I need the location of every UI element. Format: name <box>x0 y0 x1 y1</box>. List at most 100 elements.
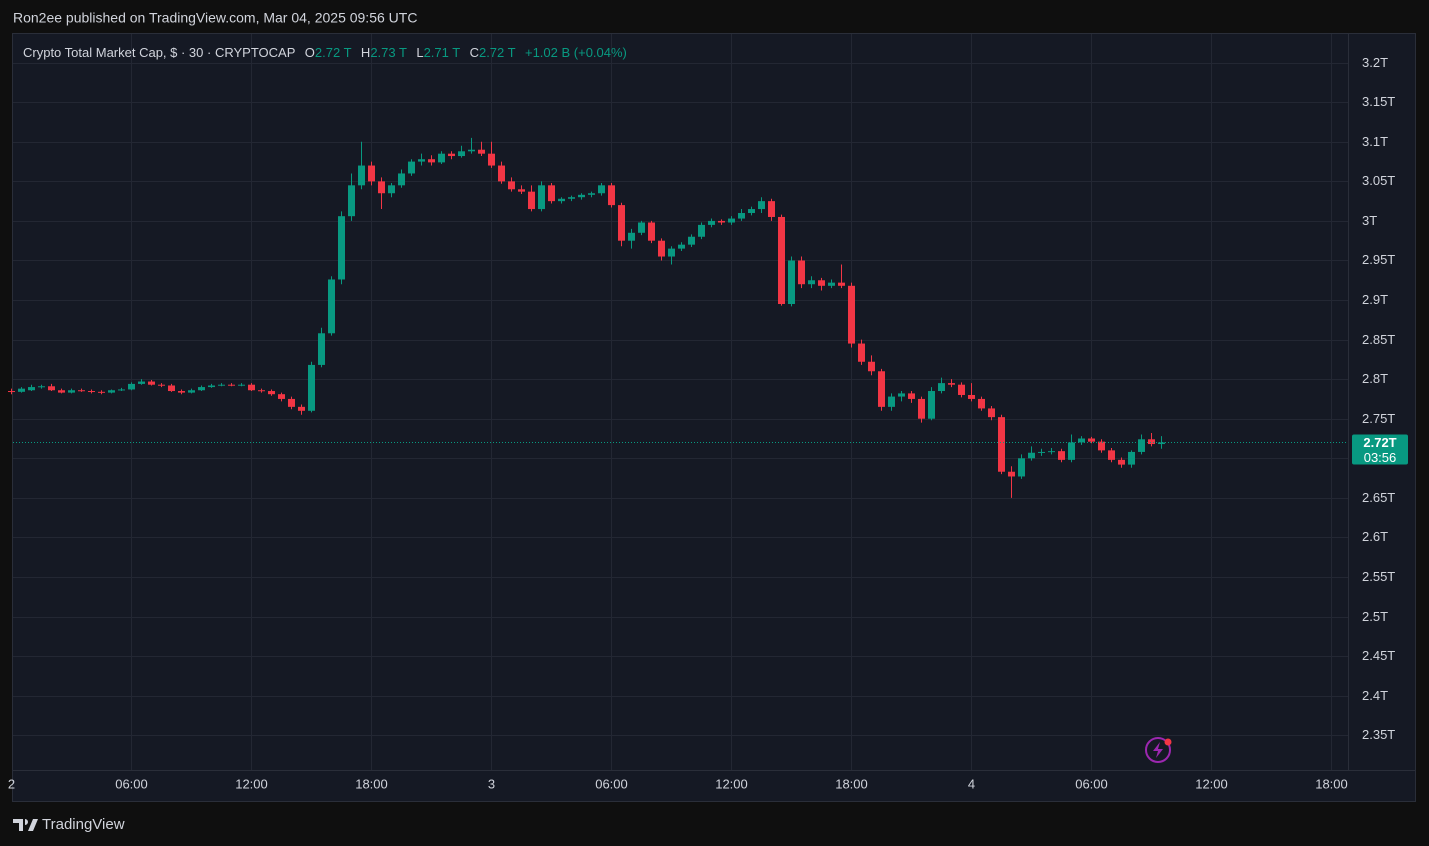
ohlc-value: 2.72 T <box>315 45 352 60</box>
candle-body <box>778 216 785 304</box>
legend: Crypto Total Market Cap, $ · 30 · CRYPTO… <box>23 45 627 60</box>
candle-body <box>938 383 945 392</box>
candle-body <box>88 391 95 393</box>
candle-body <box>578 194 585 198</box>
candle-body <box>758 201 765 210</box>
candle-body <box>1158 442 1165 445</box>
candle-body <box>898 393 905 397</box>
ohlc-key: H <box>361 45 370 60</box>
y-tick-label: 2.6T <box>1362 529 1388 544</box>
candle-body <box>1118 459 1125 465</box>
candle-body <box>118 389 125 391</box>
alert-icon[interactable] <box>1145 737 1172 763</box>
candle-body <box>298 406 305 411</box>
candle-body <box>618 205 625 241</box>
candle-body <box>138 381 145 384</box>
candle-body <box>728 218 735 223</box>
candle-body <box>508 181 515 190</box>
candle-body <box>348 185 355 217</box>
symbol: Crypto Total Market Cap, $ · 30 · CRYPTO… <box>23 45 295 60</box>
candle-body <box>968 394 975 399</box>
candle-body <box>488 153 495 166</box>
candles <box>8 137 1165 498</box>
candle-body <box>988 408 995 418</box>
candle-body <box>1058 451 1065 460</box>
candle-body <box>708 220 715 225</box>
candle-body <box>208 385 215 388</box>
candle-body <box>168 385 175 392</box>
tv-logo-mark <box>13 819 38 831</box>
last-price-label: 2.72T <box>1363 435 1396 450</box>
ohlc-value: 2.71 T <box>424 45 461 60</box>
y-tick-label: 2.55T <box>1362 569 1395 584</box>
candle-body <box>908 393 915 399</box>
candle-body <box>398 173 405 186</box>
candle-body <box>1028 452 1035 459</box>
candle-body <box>78 390 85 392</box>
y-tick-label: 2.9T <box>1362 292 1388 307</box>
candle-body <box>598 185 605 194</box>
x-tick-label: 12:00 <box>235 776 268 791</box>
candle-body <box>258 390 265 392</box>
candle-body <box>68 390 75 393</box>
candle-body <box>838 282 845 286</box>
ohlc-key: O <box>305 45 315 60</box>
candle-body <box>788 260 795 304</box>
candle-body <box>338 216 345 280</box>
candle-body <box>638 222 645 233</box>
candle-body <box>588 193 595 195</box>
candle-body <box>498 165 505 182</box>
candle-body <box>418 159 425 162</box>
y-tick-label: 2.35T <box>1362 727 1395 742</box>
candle-body <box>458 151 465 157</box>
candle-body <box>568 197 575 199</box>
candle-body <box>768 201 775 217</box>
candle-body <box>688 236 695 245</box>
grid <box>13 34 1348 770</box>
candle-body <box>678 244 685 249</box>
candle-body <box>798 260 805 285</box>
candle-body <box>318 333 325 365</box>
candle-body <box>408 161 415 174</box>
candle-body <box>928 391 935 419</box>
candle-body <box>878 371 885 407</box>
candle-body <box>998 417 1005 472</box>
x-tick-label: 3 <box>488 776 495 791</box>
candle-body <box>448 153 455 157</box>
candle-body <box>858 343 865 362</box>
y-tick-label: 2.65T <box>1362 490 1395 505</box>
candle-body <box>948 383 955 385</box>
alert-ring[interactable] <box>1145 737 1171 763</box>
candle-body <box>888 396 895 407</box>
candle-body <box>148 381 155 385</box>
candle-body <box>368 165 375 182</box>
candle-body <box>808 280 815 285</box>
candle-body <box>648 222 655 241</box>
y-tick-label: 2.4T <box>1362 688 1388 703</box>
y-tick-label: 2.85T <box>1362 332 1395 347</box>
candle-body <box>1148 439 1155 445</box>
y-tick-label: 3.15T <box>1362 94 1395 109</box>
candle-body <box>868 361 875 372</box>
candle-body <box>828 282 835 286</box>
candle-body <box>548 185 555 202</box>
candle-body <box>658 240 665 257</box>
candle-body <box>358 165 365 186</box>
x-tick-label: 06:00 <box>595 776 628 791</box>
candle-body <box>918 398 925 419</box>
y-tick-label: 2.95T <box>1362 252 1395 267</box>
alert-bolt[interactable] <box>1153 742 1163 758</box>
candle-body <box>1068 442 1075 460</box>
x-tick-label: 18:00 <box>1315 776 1348 791</box>
x-tick-label: 12:00 <box>715 776 748 791</box>
candle-body <box>1018 458 1025 477</box>
candle-body <box>628 232 635 241</box>
y-tick-label: 2.5T <box>1362 609 1388 624</box>
candle-body <box>188 390 195 393</box>
countdown: 03:56 <box>1364 450 1397 465</box>
x-tick-label: 12:00 <box>1195 776 1228 791</box>
candle-body <box>248 384 255 391</box>
alert-dot[interactable] <box>1164 738 1172 746</box>
y-tick-label: 2.45T <box>1362 648 1395 663</box>
